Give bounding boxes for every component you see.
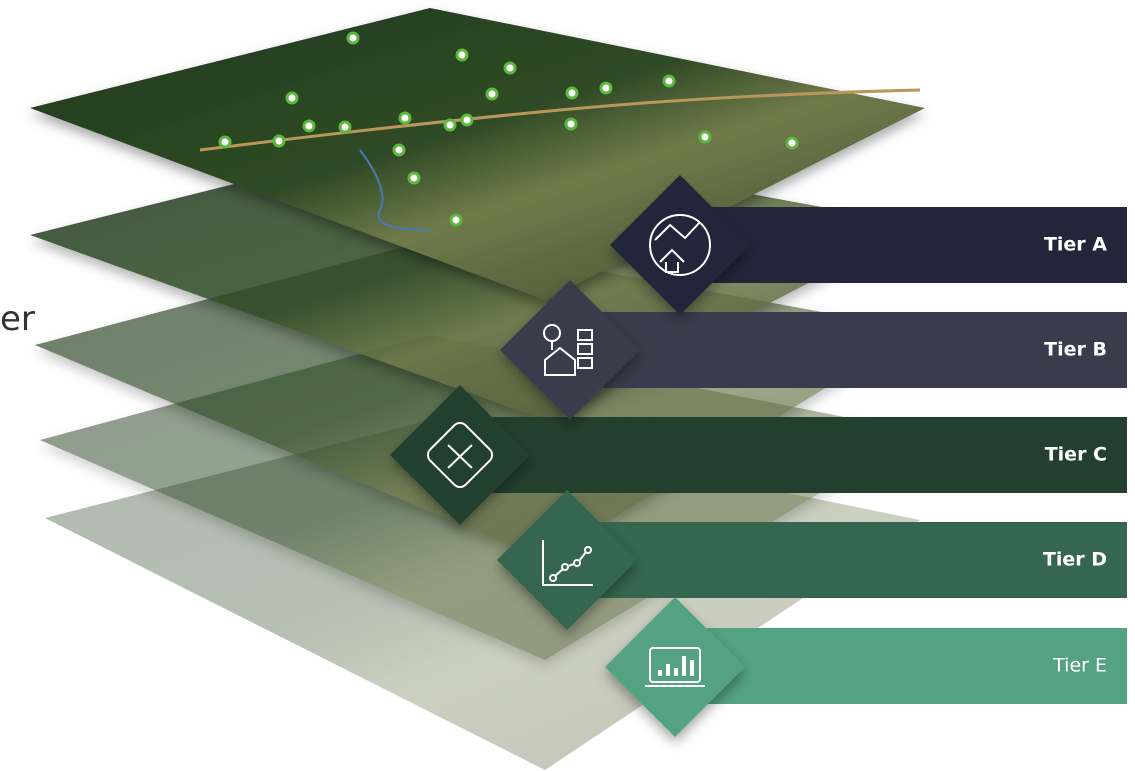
tier-ribbons: Tier A Tier B Tier C Tier D Tier E	[390, 175, 1127, 737]
tier-label: Tier D	[1043, 549, 1107, 571]
diamond	[497, 490, 637, 630]
diamond	[390, 385, 530, 525]
diamond	[500, 280, 640, 420]
diamond	[610, 175, 750, 315]
side-text: er	[0, 299, 35, 339]
ribbon	[600, 312, 1127, 388]
tier-label: Tier C	[1045, 444, 1107, 466]
stream	[359, 149, 431, 231]
map-layer	[30, 8, 925, 300]
icons	[426, 214, 711, 687]
ribbon	[690, 628, 1127, 704]
road	[199, 88, 921, 152]
map-pins	[218, 31, 799, 227]
tier-label: Tier A	[1044, 234, 1107, 256]
ribbon	[700, 207, 1127, 283]
ribbon	[480, 417, 1127, 493]
tier-label: Tier E	[1052, 655, 1107, 677]
tier-label: Tier B	[1044, 339, 1107, 361]
ribbon	[580, 522, 1127, 598]
diamond	[605, 597, 745, 737]
